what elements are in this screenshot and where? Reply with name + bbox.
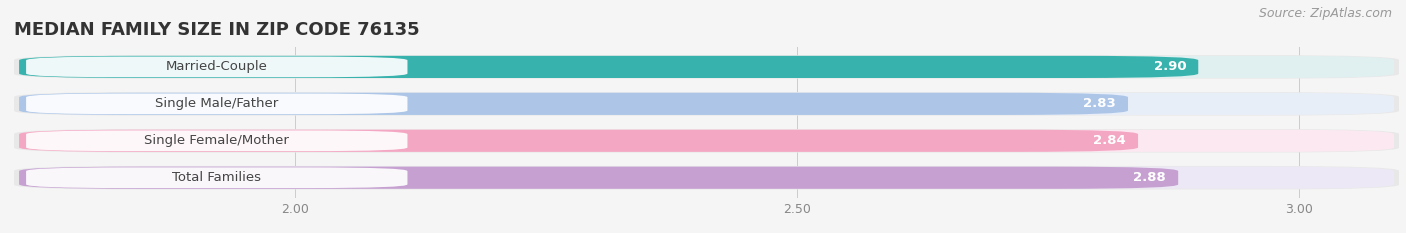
FancyBboxPatch shape (20, 93, 1393, 115)
FancyBboxPatch shape (27, 57, 408, 77)
FancyBboxPatch shape (20, 93, 1128, 115)
FancyBboxPatch shape (14, 129, 1399, 153)
FancyBboxPatch shape (14, 166, 1399, 189)
Text: MEDIAN FAMILY SIZE IN ZIP CODE 76135: MEDIAN FAMILY SIZE IN ZIP CODE 76135 (14, 21, 419, 39)
FancyBboxPatch shape (20, 130, 1137, 152)
FancyBboxPatch shape (27, 93, 408, 114)
Text: Married-Couple: Married-Couple (166, 60, 267, 73)
FancyBboxPatch shape (20, 56, 1393, 78)
Text: Single Male/Father: Single Male/Father (155, 97, 278, 110)
FancyBboxPatch shape (14, 92, 1399, 116)
FancyBboxPatch shape (20, 167, 1178, 189)
Text: Single Female/Mother: Single Female/Mother (145, 134, 290, 147)
Text: 2.84: 2.84 (1094, 134, 1126, 147)
Text: Source: ZipAtlas.com: Source: ZipAtlas.com (1258, 7, 1392, 20)
FancyBboxPatch shape (27, 167, 408, 188)
Text: Total Families: Total Families (173, 171, 262, 184)
FancyBboxPatch shape (20, 56, 1198, 78)
Text: 2.88: 2.88 (1133, 171, 1166, 184)
FancyBboxPatch shape (20, 130, 1393, 152)
FancyBboxPatch shape (20, 167, 1393, 189)
FancyBboxPatch shape (27, 130, 408, 151)
Text: 2.90: 2.90 (1153, 60, 1187, 73)
Text: 2.83: 2.83 (1083, 97, 1116, 110)
FancyBboxPatch shape (14, 55, 1399, 79)
